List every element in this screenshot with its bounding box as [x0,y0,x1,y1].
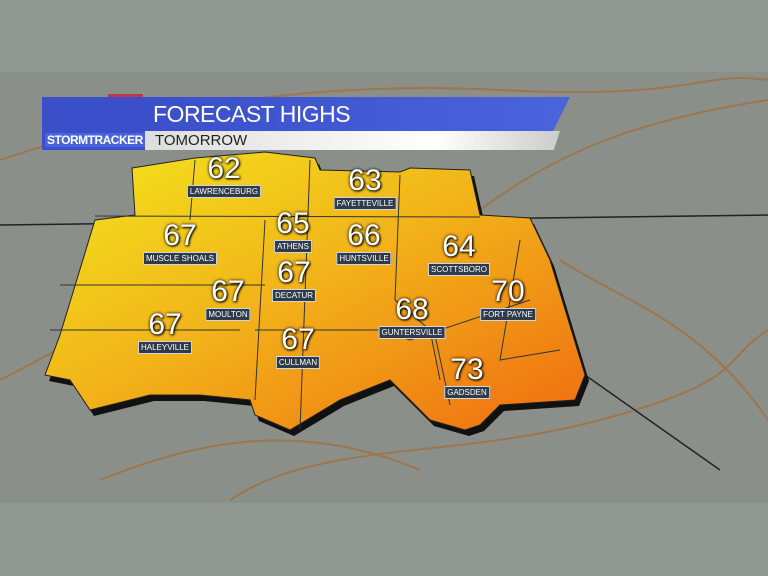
city-forecast: 67 MOULTON [205,275,251,321]
subtitle: TOMORROW [155,132,248,149]
city-forecast: 67 MUSCLE SHOALS [142,219,218,265]
temperature: 64 [442,230,476,263]
temperature: 62 [207,152,241,185]
temperature: 67 [277,256,311,289]
city-name: MUSCLE SHOALS [142,252,218,265]
state-line [584,374,721,471]
temperature: 67 [281,323,315,356]
title-banner: FORECAST HIGHS [145,97,570,131]
city-forecast: 62 LAWRENCEBURG [186,152,262,198]
temperature: 65 [276,207,310,240]
city-name: HALEYVILLE [137,341,193,354]
subtitle-banner: TOMORROW [145,131,560,150]
temperature: 68 [395,293,429,326]
title: FORECAST HIGHS [153,101,351,127]
temperature: 66 [347,219,381,252]
city-name: FORT PAYNE [480,308,536,321]
city-name: FAYETTEVILLE [333,197,397,210]
temperature: 67 [163,219,197,252]
city-forecast: 73 GADSDEN [444,353,490,399]
city-name: CULLMAN [275,356,321,369]
city-name: LAWRENCEBURG [186,185,262,198]
city-name: GADSDEN [444,386,490,399]
temperature: 63 [348,164,382,197]
city-forecast: 70 FORT PAYNE [480,275,536,321]
city-name: MOULTON [205,308,251,321]
brand-label: STORMTRACKER [45,133,145,147]
temperature: 70 [491,275,525,308]
city-name: ATHENS [274,240,312,253]
city-forecast: 65 ATHENS [274,207,312,253]
city-name: SCOTTSBORO [427,263,491,276]
city-forecast: 67 CULLMAN [275,323,321,369]
city-forecast: 63 FAYETTEVILLE [333,164,397,210]
city-name: HUNTSVILLE [336,252,392,265]
city-name: GUNTERSVILLE [378,326,446,339]
temperature: 67 [211,275,245,308]
temperature: 67 [148,308,182,341]
city-forecast: 67 DECATUR [271,256,317,302]
city-forecast: 68 GUNTERSVILLE [378,293,446,339]
temperature: 73 [450,353,484,386]
city-forecast: 67 HALEYVILLE [137,308,193,354]
city-name: DECATUR [271,289,317,302]
city-forecast: 64 SCOTTSBORO [427,230,491,276]
stormtracker-logo: STORMTRACKER [42,94,145,150]
city-forecast: 66 HUNTSVILLE [336,219,392,265]
